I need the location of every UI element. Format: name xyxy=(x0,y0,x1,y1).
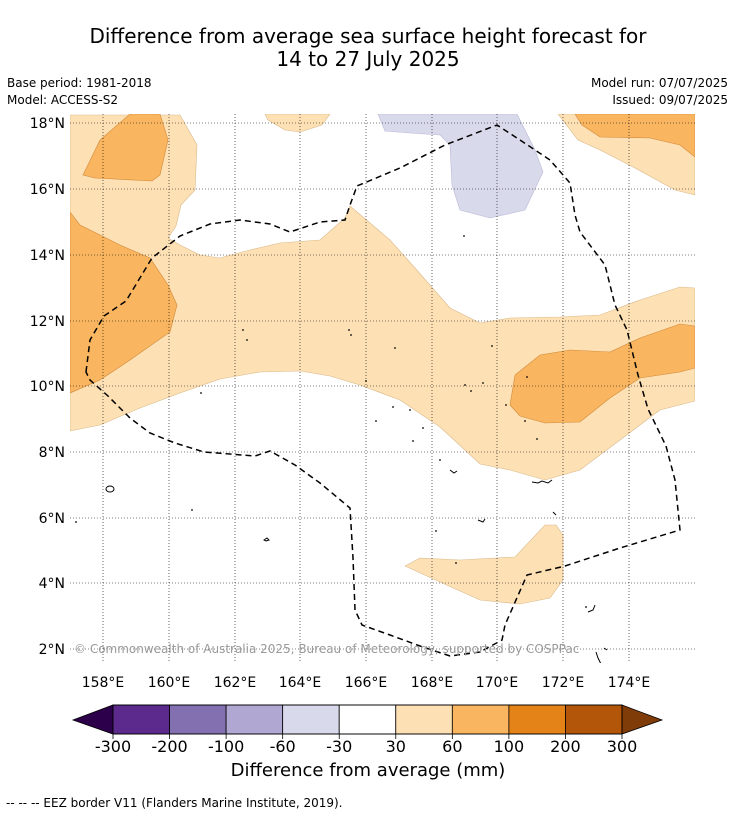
colorbar-segment xyxy=(112,704,170,735)
colorbar-tick-label: 60 xyxy=(442,737,462,756)
islands xyxy=(105,469,608,663)
colorbar-tick-label: -30 xyxy=(326,737,352,756)
longitude-tick-label: 160°E xyxy=(148,675,191,691)
island-outline xyxy=(449,469,458,474)
colorbar-segment xyxy=(282,704,340,735)
colorbar-extend-high xyxy=(621,704,664,735)
latitude-tick-label: 18°N xyxy=(30,116,65,132)
eez-footnote: -- -- -- EEZ border V11 (Flanders Marine… xyxy=(6,796,343,810)
longitude-tick-label: 172°E xyxy=(542,675,585,691)
contour-60-100-east-patch xyxy=(509,323,695,424)
copyright-notice: © Commonwealth of Australia 2025, Bureau… xyxy=(74,642,579,656)
atoll-dots xyxy=(75,235,587,608)
latitude-tick-label: 14°N xyxy=(30,248,65,264)
island-outline xyxy=(263,537,270,542)
map-plot-area: © Commonwealth of Australia 2025, Bureau… xyxy=(70,114,695,663)
contour-60-100-northeast-patch xyxy=(574,114,695,158)
longitude-tick-label: 174°E xyxy=(608,675,651,691)
title-line-1: Difference from average sea surface heig… xyxy=(89,24,647,48)
colorbar-segment xyxy=(338,704,397,735)
eez-border xyxy=(85,124,681,657)
longitude-tick-label: 166°E xyxy=(345,675,388,691)
latitude-tick-label: 16°N xyxy=(30,182,65,198)
colorbar: -300 -200 -100 -60 -30 30 60 100 200 300 xyxy=(71,704,664,756)
island-outline xyxy=(477,518,486,523)
colorbar-tick-label: -200 xyxy=(151,737,187,756)
island-outline xyxy=(603,647,608,651)
colorbar-frame xyxy=(112,704,623,735)
island-outline xyxy=(595,651,602,663)
latitude-tick-label: 8°N xyxy=(39,445,65,461)
contour-neg60-neg30-patch xyxy=(377,114,544,219)
latitude-tick-labels: 2°N 4°N 6°N 8°N 10°N 12°N 14°N 16°N 18°N xyxy=(30,116,65,658)
base-period: Base period: 1981-2018 xyxy=(7,76,152,90)
island-outline xyxy=(552,511,557,516)
model-run-date: Model run: 07/07/2025 xyxy=(590,76,728,90)
colorbar-label: Difference from average (mm) xyxy=(230,760,506,781)
longitude-tick-label: 158°E xyxy=(82,675,125,691)
longitude-tick-label: 164°E xyxy=(279,675,322,691)
model-name: Model: ACCESS-S2 xyxy=(7,93,119,107)
island-outline xyxy=(105,485,115,493)
longitude-tick-label: 170°E xyxy=(476,675,519,691)
island-outline xyxy=(587,604,596,613)
longitude-tick-label: 162°E xyxy=(214,675,257,691)
latitude-tick-label: 12°N xyxy=(30,314,65,330)
colorbar-tick-label: -60 xyxy=(270,737,296,756)
colorbar-tick-label: 30 xyxy=(386,737,406,756)
colorbar-segment xyxy=(508,704,566,735)
contour-60-100-northwest-patch xyxy=(82,114,169,182)
title-line-2: 14 to 27 July 2025 xyxy=(276,47,460,71)
latitude-tick-label: 10°N xyxy=(30,379,65,395)
longitude-tick-labels: 158°E 160°E 162°E 164°E 166°E 168°E 170°E 172°E… xyxy=(82,675,651,691)
colorbar-tick-label: -100 xyxy=(208,737,244,756)
issued-date: Issued: 09/07/2025 xyxy=(612,93,728,107)
colorbar-segment xyxy=(451,704,510,735)
latitude-tick-label: 6°N xyxy=(39,511,65,527)
colorbar-extend-low xyxy=(71,704,114,735)
colorbar-tick-labels: -300 -200 -100 -60 -30 30 60 100 200 300 xyxy=(95,734,637,756)
colorbar-tick-label: -300 xyxy=(95,737,131,756)
colorbar-tick-label: 300 xyxy=(607,737,638,756)
colorbar-segment xyxy=(225,704,284,735)
longitude-tick-label: 168°E xyxy=(411,675,454,691)
island-outline xyxy=(531,479,553,484)
colorbar-tick-label: 200 xyxy=(550,737,581,756)
colorbar-segments xyxy=(112,704,623,735)
latitude-tick-label: 4°N xyxy=(39,576,65,592)
colorbar-segment xyxy=(169,704,227,735)
map-gridlines xyxy=(70,114,695,663)
colorbar-tick-label: 100 xyxy=(494,737,525,756)
latitude-tick-label: 2°N xyxy=(39,642,65,658)
colorbar-segment xyxy=(565,704,623,735)
colorbar-segment xyxy=(395,704,453,735)
